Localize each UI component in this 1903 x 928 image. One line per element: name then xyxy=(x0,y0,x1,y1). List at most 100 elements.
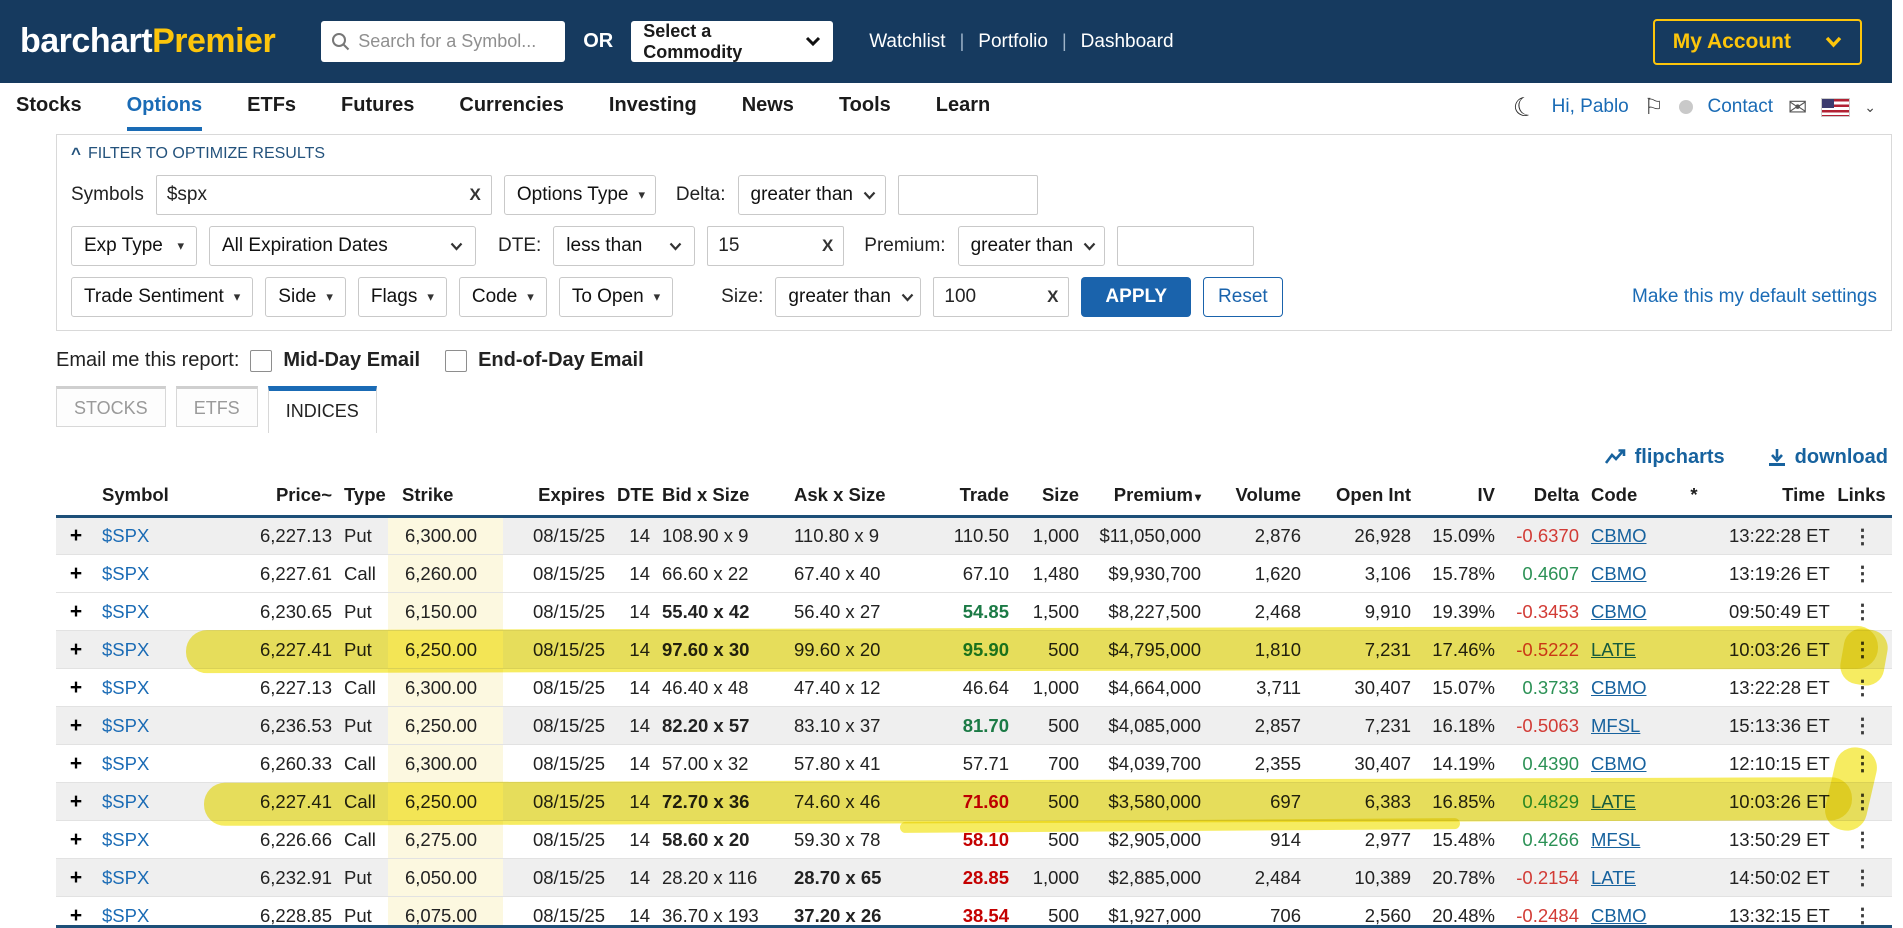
delta-value-input[interactable] xyxy=(909,184,1027,206)
symbols-input[interactable] xyxy=(167,184,464,206)
column-header-volume[interactable]: Volume xyxy=(1207,478,1307,517)
exp-type-dropdown[interactable]: Exp Type▾ xyxy=(71,226,197,266)
dte-value-input[interactable] xyxy=(718,235,816,257)
expand-row-button[interactable]: + xyxy=(70,638,82,661)
symbol-link[interactable]: $SPX xyxy=(102,715,149,736)
kebab-menu-icon[interactable]: ⋮ xyxy=(1853,791,1871,813)
symbol-link[interactable]: $SPX xyxy=(102,829,149,850)
column-header-type[interactable]: Type xyxy=(338,478,388,517)
column-header-price[interactable]: Price~ xyxy=(206,478,338,517)
expand-row-button[interactable]: + xyxy=(70,600,82,623)
mail-icon[interactable]: ✉ xyxy=(1788,94,1807,121)
exchange-code-link[interactable]: LATE xyxy=(1591,791,1636,812)
column-header-dte[interactable]: DTE xyxy=(611,478,656,517)
nav-item-stocks[interactable]: Stocks xyxy=(16,83,82,131)
reset-button[interactable]: Reset xyxy=(1203,277,1283,317)
column-header-open_int[interactable]: Open Int xyxy=(1307,478,1417,517)
tab-etfs[interactable]: ETFS xyxy=(176,386,258,427)
exchange-code-link[interactable]: CBMO xyxy=(1591,905,1647,926)
nav-item-investing[interactable]: Investing xyxy=(609,83,697,131)
endofday-email-checkbox[interactable] xyxy=(445,350,467,372)
kebab-menu-icon[interactable]: ⋮ xyxy=(1853,601,1871,623)
symbol-link[interactable]: $SPX xyxy=(102,601,149,622)
default-settings-link[interactable]: Make this my default settings xyxy=(1632,286,1877,308)
my-account-button[interactable]: My Account xyxy=(1653,19,1862,65)
expand-row-button[interactable]: + xyxy=(70,714,82,737)
symbol-link[interactable]: $SPX xyxy=(102,791,149,812)
options-type-dropdown[interactable]: Options Type▾ xyxy=(504,175,656,215)
column-header-links[interactable]: Links xyxy=(1831,478,1892,517)
midday-email-checkbox[interactable] xyxy=(250,350,272,372)
exchange-code-link[interactable]: CBMO xyxy=(1591,525,1647,546)
download-link[interactable]: download xyxy=(1767,446,1888,469)
column-header-delta[interactable]: Delta xyxy=(1501,478,1585,517)
exchange-code-link[interactable]: CBMO xyxy=(1591,601,1647,622)
nav-item-learn[interactable]: Learn xyxy=(936,83,990,131)
contact-link[interactable]: Contact xyxy=(1708,96,1773,118)
column-header-code[interactable]: Code xyxy=(1585,478,1665,517)
nav-item-etfs[interactable]: ETFs xyxy=(247,83,296,131)
kebab-menu-icon[interactable]: ⋮ xyxy=(1853,905,1871,927)
to-open-dropdown[interactable]: To Open▾ xyxy=(559,277,673,317)
nav-item-currencies[interactable]: Currencies xyxy=(459,83,564,131)
dark-mode-icon[interactable]: ☾ xyxy=(1510,89,1540,125)
tab-stocks[interactable]: STOCKS xyxy=(56,386,166,427)
expand-row-button[interactable]: + xyxy=(70,866,82,889)
column-header-star[interactable]: * xyxy=(1665,478,1723,517)
nav-item-futures[interactable]: Futures xyxy=(341,83,414,131)
expand-row-button[interactable]: + xyxy=(70,904,82,927)
symbol-link[interactable]: $SPX xyxy=(102,867,149,888)
size-value-input[interactable] xyxy=(944,286,1041,308)
exchange-code-link[interactable]: CBMO xyxy=(1591,677,1647,698)
exchange-code-link[interactable]: LATE xyxy=(1591,867,1636,888)
expand-row-button[interactable]: + xyxy=(70,752,82,775)
exchange-code-link[interactable]: LATE xyxy=(1591,639,1636,660)
kebab-menu-icon[interactable]: ⋮ xyxy=(1853,715,1871,737)
expand-row-button[interactable]: + xyxy=(70,562,82,585)
exchange-code-link[interactable]: CBMO xyxy=(1591,753,1647,774)
symbol-search-box[interactable] xyxy=(321,21,565,62)
clear-x-button[interactable]: X xyxy=(816,236,833,256)
premium-value-input[interactable] xyxy=(1128,235,1243,257)
column-header-ask[interactable]: Ask x Size xyxy=(788,478,920,517)
delta-operator-select[interactable]: greater than xyxy=(738,175,886,215)
clear-x-button[interactable]: X xyxy=(464,185,481,205)
symbol-link[interactable]: $SPX xyxy=(102,563,149,584)
dte-operator-select[interactable]: less than xyxy=(553,226,695,266)
tab-indices[interactable]: INDICES xyxy=(268,386,377,433)
dashboard-link[interactable]: Dashboard xyxy=(1081,31,1174,53)
expand-row-button[interactable]: + xyxy=(70,790,82,813)
expand-row-button[interactable]: + xyxy=(70,524,82,547)
kebab-menu-icon[interactable]: ⋮ xyxy=(1853,753,1871,775)
kebab-menu-icon[interactable]: ⋮ xyxy=(1853,867,1871,889)
column-header-expander[interactable] xyxy=(56,478,96,517)
flag-icon[interactable]: ⚐ xyxy=(1644,94,1664,120)
chevron-down-icon[interactable]: ⌄ xyxy=(1864,99,1876,116)
commodity-select[interactable]: Select a Commodity xyxy=(631,21,833,62)
us-flag-icon[interactable] xyxy=(1822,99,1849,116)
column-header-trade[interactable]: Trade xyxy=(920,478,1015,517)
symbol-link[interactable]: $SPX xyxy=(102,677,149,698)
filter-panel-header[interactable]: ^ FILTER TO OPTIMIZE RESULTS xyxy=(71,144,1877,164)
clear-x-button[interactable]: X xyxy=(1041,287,1058,307)
column-header-bid[interactable]: Bid x Size xyxy=(656,478,788,517)
greeting-link[interactable]: Hi, Pablo xyxy=(1552,96,1629,118)
column-header-time[interactable]: Time xyxy=(1723,478,1831,517)
expand-row-button[interactable]: + xyxy=(70,676,82,699)
exchange-code-link[interactable]: CBMO xyxy=(1591,563,1647,584)
symbol-link[interactable]: $SPX xyxy=(102,639,149,660)
premium-operator-select[interactable]: greater than xyxy=(958,226,1105,266)
column-header-iv[interactable]: IV xyxy=(1417,478,1501,517)
barchart-premier-logo[interactable]: barchartPremier xyxy=(20,22,275,61)
exchange-code-link[interactable]: MFSL xyxy=(1591,715,1640,736)
size-operator-select[interactable]: greater than xyxy=(775,277,921,317)
trade-sentiment-dropdown[interactable]: Trade Sentiment▾ xyxy=(71,277,253,317)
symbol-link[interactable]: $SPX xyxy=(102,753,149,774)
apply-button[interactable]: APPLY xyxy=(1081,277,1191,317)
search-input[interactable] xyxy=(358,31,555,52)
column-header-expires[interactable]: Expires xyxy=(503,478,611,517)
code-dropdown[interactable]: Code▾ xyxy=(459,277,547,317)
nav-item-news[interactable]: News xyxy=(742,83,794,131)
expiration-dates-select[interactable]: All Expiration Dates xyxy=(209,226,476,266)
kebab-menu-icon[interactable]: ⋮ xyxy=(1853,829,1871,851)
